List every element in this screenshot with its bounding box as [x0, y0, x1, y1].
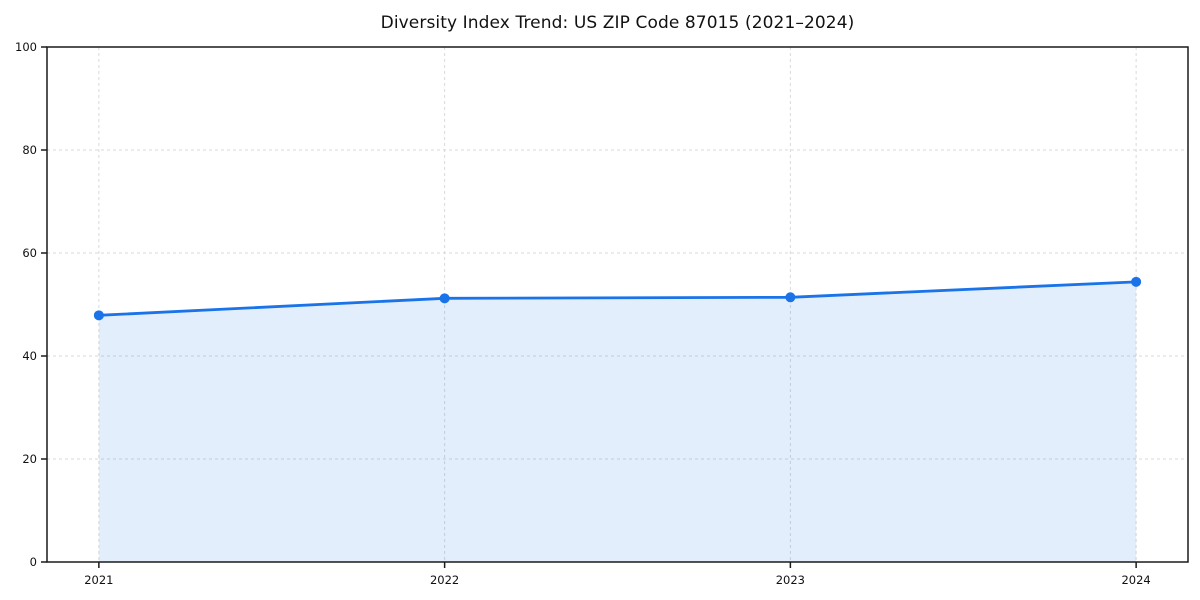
data-point	[785, 292, 796, 303]
plot-border	[46, 46, 1189, 563]
y-tick-label: 60	[22, 246, 37, 260]
data-point	[1131, 276, 1142, 287]
x-tick-label: 2021	[84, 573, 113, 587]
y-tick-label: 100	[15, 40, 37, 54]
y-tick-label: 40	[22, 349, 37, 363]
data-point	[93, 310, 104, 321]
chart-title: Diversity Index Trend: US ZIP Code 87015…	[380, 13, 855, 33]
area-fill	[98, 281, 1137, 562]
y-tick-label: 20	[22, 452, 37, 466]
x-tick-label: 2023	[776, 573, 805, 587]
x-tick-label: 2022	[430, 573, 459, 587]
trend-line	[97, 280, 1138, 317]
data-point	[439, 293, 450, 304]
x-tick-label: 2024	[1121, 573, 1150, 587]
y-tick-label: 0	[30, 555, 37, 569]
y-tick-label: 80	[22, 143, 37, 157]
